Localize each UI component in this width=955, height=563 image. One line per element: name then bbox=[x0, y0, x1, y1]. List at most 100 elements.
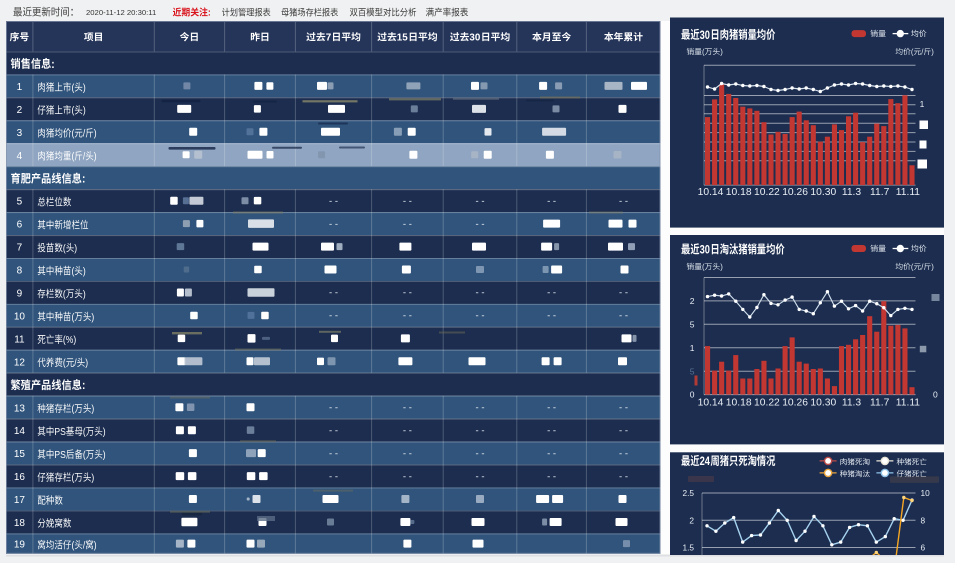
svg-text:30: 30 bbox=[469, 32, 480, 43]
svg-text:15: 15 bbox=[14, 449, 26, 460]
svg-text:(: ( bbox=[702, 262, 705, 271]
svg-text:4: 4 bbox=[17, 151, 23, 162]
svg-text:24: 24 bbox=[700, 455, 710, 468]
svg-text:10.30: 10.30 bbox=[810, 187, 836, 198]
svg-text:- -: - - bbox=[329, 288, 338, 299]
svg-text:): ) bbox=[931, 47, 934, 56]
svg-text:2: 2 bbox=[690, 296, 695, 306]
svg-text:): ) bbox=[94, 151, 97, 163]
svg-text:(: ( bbox=[83, 449, 87, 461]
svg-text:(: ( bbox=[72, 472, 76, 484]
svg-text:): ) bbox=[103, 449, 106, 461]
svg-text:(: ( bbox=[72, 128, 76, 140]
svg-text:): ) bbox=[85, 357, 88, 369]
svg-text:(: ( bbox=[911, 47, 914, 56]
svg-text:(: ( bbox=[911, 262, 914, 271]
svg-text:16: 16 bbox=[14, 472, 26, 483]
svg-text:): ) bbox=[103, 426, 106, 438]
svg-text:- -: - - bbox=[476, 402, 485, 413]
svg-text:- -: - - bbox=[329, 448, 338, 459]
svg-text:(%): (%) bbox=[63, 334, 76, 346]
svg-text:(: ( bbox=[72, 403, 76, 415]
svg-text:3: 3 bbox=[17, 128, 23, 139]
svg-text:10.30: 10.30 bbox=[810, 397, 836, 408]
svg-text:5: 5 bbox=[17, 197, 23, 208]
svg-text:- -: - - bbox=[403, 311, 412, 322]
svg-text:10.18: 10.18 bbox=[726, 187, 752, 198]
svg-text:- -: - - bbox=[619, 471, 628, 482]
svg-text:): ) bbox=[83, 266, 86, 278]
svg-text:11.11: 11.11 bbox=[896, 187, 921, 198]
svg-text:13: 13 bbox=[14, 403, 26, 414]
svg-text:): ) bbox=[94, 540, 97, 552]
svg-text:30: 30 bbox=[700, 243, 710, 256]
svg-text:5: 5 bbox=[690, 319, 695, 329]
svg-text:8: 8 bbox=[17, 266, 23, 277]
svg-text:10: 10 bbox=[14, 312, 26, 323]
svg-text:(: ( bbox=[72, 151, 76, 163]
svg-text:): ) bbox=[720, 47, 723, 56]
svg-text:10.14: 10.14 bbox=[698, 187, 724, 198]
svg-text:(: ( bbox=[63, 357, 67, 369]
svg-text:): ) bbox=[83, 105, 86, 117]
svg-text:2: 2 bbox=[689, 515, 694, 525]
svg-text:- -: - - bbox=[547, 448, 556, 459]
svg-text:11.3: 11.3 bbox=[842, 397, 862, 408]
svg-text:/: / bbox=[921, 262, 924, 271]
svg-text:11.7: 11.7 bbox=[870, 397, 890, 408]
svg-text:- -: - - bbox=[547, 311, 556, 322]
svg-text:2020-11-12 20:30:11: 2020-11-12 20:30:11 bbox=[86, 8, 156, 17]
svg-text:12: 12 bbox=[14, 357, 26, 368]
svg-text:0: 0 bbox=[933, 390, 938, 400]
svg-text:9: 9 bbox=[17, 289, 23, 300]
svg-text:- -: - - bbox=[619, 448, 628, 459]
svg-text:- -: - - bbox=[619, 288, 628, 299]
svg-text:10.14: 10.14 bbox=[698, 397, 724, 408]
svg-text::: : bbox=[51, 58, 54, 71]
svg-text:(: ( bbox=[72, 82, 76, 94]
svg-text:10.22: 10.22 bbox=[754, 187, 780, 198]
svg-text:6: 6 bbox=[921, 543, 926, 553]
svg-text:PS: PS bbox=[54, 449, 65, 461]
svg-text:- -: - - bbox=[619, 196, 628, 207]
svg-text:19: 19 bbox=[14, 540, 26, 551]
svg-text:- -: - - bbox=[403, 196, 412, 207]
svg-text:): ) bbox=[720, 262, 723, 271]
svg-text:- -: - - bbox=[619, 402, 628, 413]
svg-text:5: 5 bbox=[690, 366, 695, 376]
svg-text:1: 1 bbox=[920, 99, 925, 109]
svg-text:30: 30 bbox=[700, 29, 710, 42]
svg-text:10.26: 10.26 bbox=[782, 187, 808, 198]
svg-text:10.18: 10.18 bbox=[726, 397, 752, 408]
svg-text::: : bbox=[208, 7, 211, 17]
svg-text:- -: - - bbox=[476, 425, 485, 436]
svg-text:11: 11 bbox=[14, 334, 25, 345]
svg-text:- -: - - bbox=[329, 311, 338, 322]
svg-text:11.3: 11.3 bbox=[842, 187, 862, 198]
svg-text:7: 7 bbox=[326, 32, 332, 43]
svg-text:/: / bbox=[83, 151, 86, 163]
svg-text:(: ( bbox=[63, 243, 67, 255]
svg-text:2.5: 2.5 bbox=[682, 488, 694, 498]
svg-text:0: 0 bbox=[690, 390, 695, 400]
svg-text:): ) bbox=[83, 289, 86, 301]
svg-text:17: 17 bbox=[14, 495, 26, 506]
svg-text:11.11: 11.11 bbox=[896, 397, 921, 408]
svg-text:- -: - - bbox=[547, 196, 556, 207]
svg-text:): ) bbox=[91, 472, 94, 484]
svg-text:7: 7 bbox=[17, 243, 23, 254]
svg-text:- -: - - bbox=[329, 196, 338, 207]
svg-text:PS: PS bbox=[54, 426, 65, 438]
svg-text:/: / bbox=[921, 47, 924, 56]
svg-text:18: 18 bbox=[14, 518, 26, 529]
svg-text:14: 14 bbox=[14, 426, 26, 437]
svg-text:6: 6 bbox=[17, 220, 23, 231]
svg-text:- -: - - bbox=[403, 448, 412, 459]
svg-text:- -: - - bbox=[329, 219, 338, 230]
svg-text:): ) bbox=[74, 243, 77, 255]
svg-text:- -: - - bbox=[619, 425, 628, 436]
svg-text:- -: - - bbox=[403, 425, 412, 436]
svg-text:(: ( bbox=[72, 266, 76, 278]
svg-text:- -: - - bbox=[476, 196, 485, 207]
svg-text:): ) bbox=[83, 82, 86, 94]
